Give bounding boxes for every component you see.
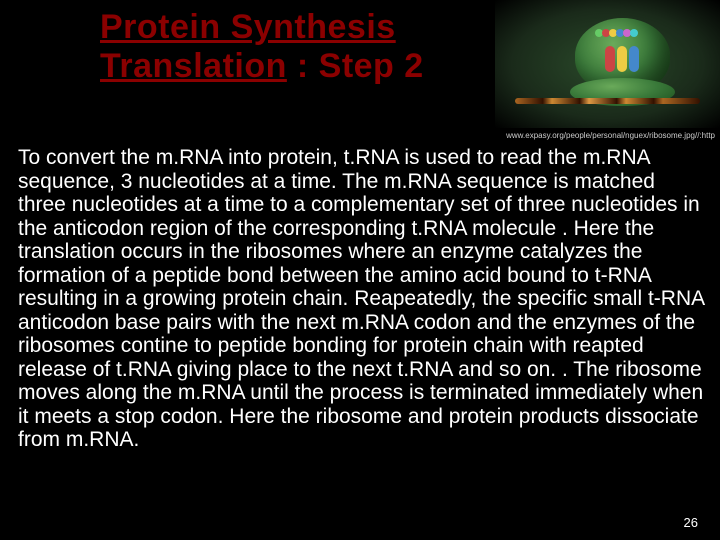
slide-title: Protein Synthesis Translation : Step 2 [100, 8, 440, 86]
polypeptide-chain [595, 24, 650, 34]
image-credit: www.expasy.org/people/personal/nguex/rib… [506, 131, 715, 140]
trna-1 [605, 46, 615, 72]
body-paragraph: To convert the m.RNA into protein, t.RNA… [18, 146, 708, 452]
mrna-strand [515, 98, 700, 104]
title-step: : Step 2 [297, 47, 424, 86]
title-translation: Translation [100, 47, 287, 86]
page-number: 26 [684, 515, 698, 530]
title-line2: Translation : Step 2 [100, 47, 440, 86]
trna-3 [629, 46, 639, 72]
amino-acid-bead [630, 29, 638, 37]
trna-2 [617, 46, 627, 72]
title-line1: Protein Synthesis [100, 8, 440, 47]
ribosome-illustration [495, 0, 720, 128]
